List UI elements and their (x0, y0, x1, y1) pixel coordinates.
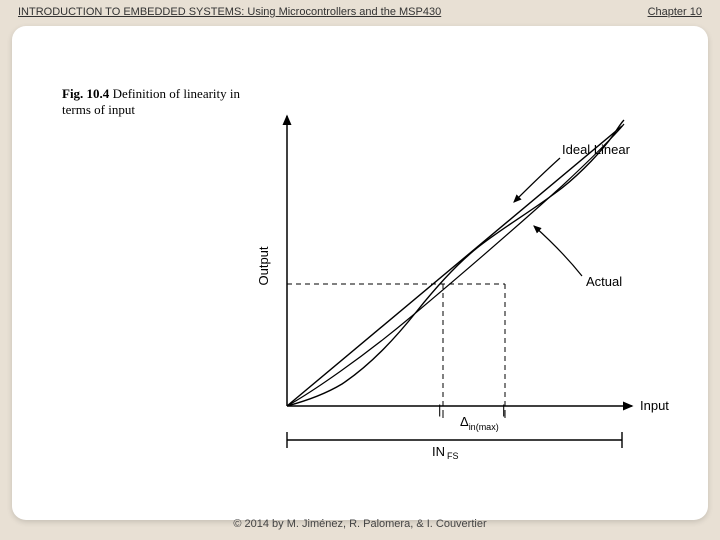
label-actual: Actual (586, 274, 622, 289)
fs-bracket (287, 432, 622, 448)
arrow-actual (534, 226, 582, 276)
header-title: INTRODUCTION TO EMBEDDED SYSTEMS: Using … (18, 6, 441, 18)
delta-bracket-left: | (438, 402, 441, 417)
x-axis-label: Input (640, 398, 669, 413)
y-axis-label: Output (256, 246, 271, 285)
dashed-lines (287, 284, 505, 406)
linearity-plot: | | Δin(max) INFS Ideal Linear Actual (62, 86, 702, 486)
fs-label: INFS (432, 444, 459, 461)
figure-linearity: Fig. 10.4 Definition of linearity in ter… (62, 86, 662, 466)
label-ideal: Ideal Linear (562, 142, 631, 157)
delta-bracket (443, 410, 505, 418)
header-chapter: Chapter 10 (648, 6, 702, 18)
delta-bracket-right: | (502, 402, 505, 417)
ideal-linear-line (287, 126, 622, 406)
footer-copyright: © 2014 by M. Jiménez, R. Palomera, & I. … (0, 518, 720, 530)
delta-label: Δin(max) (460, 414, 499, 432)
page-panel: Fig. 10.4 Definition of linearity in ter… (12, 26, 708, 520)
